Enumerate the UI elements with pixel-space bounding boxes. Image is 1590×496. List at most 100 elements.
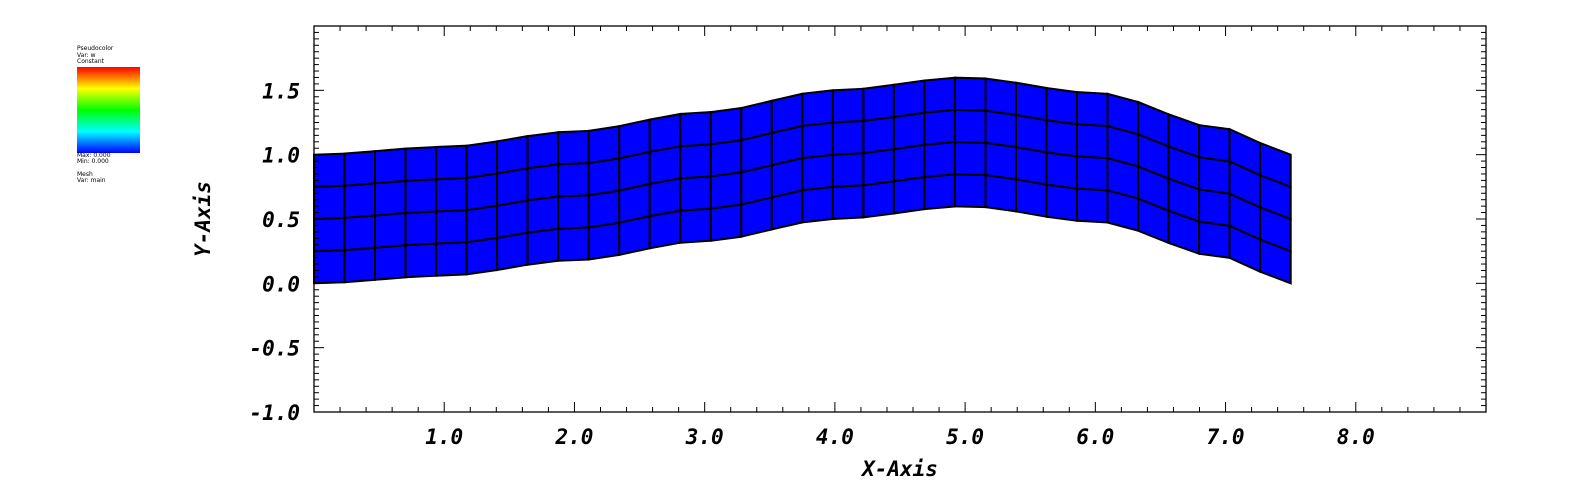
- mesh-cell: [557, 194, 590, 230]
- mesh-cell: [679, 143, 712, 180]
- mesh-cell: [862, 180, 895, 219]
- mesh-cell: [709, 171, 743, 210]
- mesh-cell: [1198, 188, 1231, 227]
- mesh-cell: [923, 140, 956, 179]
- mesh-cell: [557, 226, 590, 262]
- mesh-cell: [679, 207, 712, 244]
- mesh-cell: [862, 115, 895, 155]
- mesh-cell: [801, 153, 834, 192]
- y-tick-label: 1.5: [262, 79, 300, 103]
- mesh-cell: [465, 172, 499, 212]
- mesh-cell: [984, 141, 1017, 181]
- mesh-cell: [984, 173, 1017, 213]
- mesh-cell: [1076, 91, 1109, 128]
- mesh-cell: [618, 118, 651, 160]
- x-tick-label: 1.0: [425, 425, 463, 449]
- mesh-cell: [831, 184, 865, 221]
- mesh-cell: [953, 140, 987, 177]
- mesh-cell: [831, 119, 865, 156]
- mesh-cell: [740, 99, 773, 142]
- x-tick-label: 2.0: [554, 425, 593, 449]
- mesh-cell: [1045, 86, 1078, 126]
- legend: Pseudocolor Var: w Constant Max: 0.000 M…: [77, 45, 167, 185]
- mesh-cell: [526, 227, 560, 266]
- mesh-cell: [313, 216, 346, 253]
- y-tick-label: -0.5: [249, 337, 300, 361]
- mesh-cell: [496, 199, 529, 240]
- mesh-cell: [892, 175, 926, 215]
- mesh-cell: [1015, 178, 1048, 218]
- y-axis-title: Y-Axis: [191, 181, 215, 257]
- mesh-cell: [404, 145, 438, 182]
- mesh-cell: [343, 214, 376, 252]
- mesh-cell: [862, 83, 895, 123]
- x-axis-title: X-Axis: [860, 457, 938, 481]
- mesh-cell: [404, 210, 438, 247]
- mesh-cell: [343, 246, 376, 284]
- mesh-cell: [923, 173, 956, 211]
- mesh-cell: [892, 143, 926, 183]
- mesh-cell: [892, 79, 926, 119]
- x-minor-ticks: [313, 26, 1487, 412]
- mesh-cell: [404, 242, 438, 279]
- x-tick-label: 7.0: [1207, 425, 1245, 449]
- mesh-cell: [1106, 92, 1140, 136]
- y-tick-label: -1.0: [249, 401, 300, 425]
- x-tick-label: 5.0: [946, 425, 984, 449]
- mesh-cell: [1076, 155, 1109, 192]
- y-tick-label: 0.5: [262, 208, 300, 232]
- mesh-cell: [557, 161, 590, 198]
- mesh-cell: [801, 121, 834, 160]
- mesh-cell: [526, 163, 560, 202]
- mesh-cell: [465, 140, 499, 180]
- mesh-cell: [984, 77, 1017, 117]
- mesh-cell: [313, 184, 346, 221]
- mesh-cell: [435, 176, 468, 213]
- legend-min-label: Min: 0.000: [77, 158, 109, 165]
- mesh-cell: [587, 125, 621, 165]
- legend-plot-label: Pseudocolor: [77, 45, 114, 52]
- legend-mesh-label: Mesh: [77, 170, 93, 178]
- legend-constant-label: Constant: [77, 58, 104, 65]
- mesh-cell: [831, 152, 865, 188]
- mesh-cell: [587, 189, 621, 229]
- mesh-cell: [435, 241, 468, 277]
- x-tick-label: 4.0: [816, 425, 854, 449]
- y-tick-label: 0.0: [262, 272, 300, 296]
- y-tick-label: 1.0: [262, 144, 300, 168]
- mesh-cell: [313, 152, 346, 188]
- mesh-cell: [801, 185, 834, 224]
- mesh-cell: [831, 87, 865, 124]
- mesh-cell: [953, 108, 987, 144]
- mesh-cell: [526, 131, 560, 170]
- legend-max-label: Max: 0.000: [77, 151, 111, 159]
- mesh-cell: [496, 167, 529, 207]
- mesh-cell: [587, 221, 621, 261]
- mesh-cell: [1198, 156, 1231, 195]
- mesh-cell: [953, 76, 987, 112]
- mesh-cell: [770, 92, 804, 135]
- mesh-cell: [1259, 141, 1292, 189]
- mesh-cell: [496, 134, 529, 175]
- mesh-cell: [435, 209, 468, 245]
- mesh-cell: [862, 147, 895, 187]
- mesh-cell: [1198, 123, 1231, 163]
- mesh-cell: [892, 111, 926, 151]
- mesh-cell: [374, 147, 407, 185]
- mesh-cell: [1076, 187, 1109, 224]
- mesh-cell: [923, 76, 956, 114]
- mesh-cell: [1198, 220, 1231, 260]
- mesh-cell: [709, 139, 743, 178]
- mesh-cell: [557, 129, 590, 166]
- legend-var-label: Var: w: [77, 51, 96, 59]
- mesh-cell: [587, 157, 621, 197]
- y-tick-labels: -1.0 -0.5 0.0 0.5 1.0 1.5: [249, 79, 300, 425]
- legend-mesh-var-label: Var: main: [77, 177, 106, 184]
- mesh-cell: [374, 244, 407, 281]
- mesh-region: [313, 76, 1292, 285]
- mesh-cell: [801, 89, 834, 128]
- x-tick-label: 8.0: [1337, 425, 1375, 449]
- x-tick-label: 6.0: [1076, 425, 1114, 449]
- mesh-cell: [1045, 151, 1078, 190]
